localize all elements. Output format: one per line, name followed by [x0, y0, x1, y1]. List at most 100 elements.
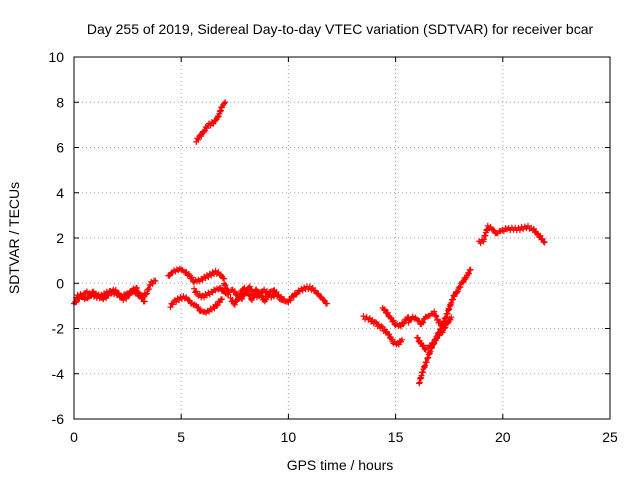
data-point [467, 266, 474, 273]
data-point [433, 335, 440, 342]
grid-layer [74, 57, 610, 419]
series-arc-14 [414, 314, 455, 353]
data-point [323, 300, 330, 307]
data-point [112, 287, 119, 294]
series-arc-6 [193, 99, 229, 145]
x-tick-label: 25 [602, 429, 618, 445]
data-point [195, 303, 202, 310]
data-point [400, 320, 407, 327]
y-tick-label: 4 [56, 185, 64, 201]
y-tick-label: -2 [52, 321, 65, 337]
chart-title: Day 255 of 2019, Sidereal Day-to-day VTE… [87, 21, 594, 37]
series-arc-8 [227, 284, 281, 308]
data-point [135, 289, 142, 296]
data-point [431, 308, 438, 315]
tick-layer: 0 5 10 15 20 25 -6 -4 -2 0 2 4 6 8 10 [48, 49, 618, 445]
y-tick-label: 8 [56, 94, 64, 110]
data-point [216, 299, 223, 306]
data-point [287, 297, 294, 304]
data-point [222, 99, 229, 106]
data-point [459, 279, 466, 286]
data-point [239, 296, 246, 303]
data-point [116, 290, 123, 297]
y-tick-label: 0 [56, 275, 64, 291]
data-point [231, 301, 238, 308]
data-point [241, 284, 248, 291]
data-point [454, 288, 461, 295]
x-tick-label: 0 [70, 429, 78, 445]
data-point [265, 292, 272, 299]
data-point [431, 340, 438, 347]
data-point [259, 292, 266, 299]
data-point [442, 324, 449, 331]
data-point [141, 298, 148, 305]
data-point [193, 288, 200, 295]
x-tick-label: 5 [177, 429, 185, 445]
series-arc-10 [360, 313, 406, 348]
data-point [417, 340, 424, 347]
data-point [136, 289, 143, 296]
y-axis-label: SDTVAR / TECUs [6, 182, 22, 294]
data-point [195, 136, 202, 143]
data-point [539, 235, 546, 242]
data-point [387, 314, 394, 321]
data-point [210, 120, 217, 127]
y-tick-label: -6 [52, 411, 65, 427]
data-point [221, 100, 228, 107]
data-point [416, 317, 423, 324]
data-point [263, 296, 270, 303]
y-tick-label: 6 [56, 140, 64, 156]
data-point [537, 232, 544, 239]
data-point [105, 292, 112, 299]
series-arc-15 [476, 222, 548, 247]
data-point [292, 291, 299, 298]
data-point [188, 274, 195, 281]
data-point [320, 297, 327, 304]
data-point [88, 292, 95, 299]
data-point [439, 329, 446, 336]
data-point [152, 277, 159, 284]
data-point [540, 238, 547, 245]
data-layer [71, 99, 548, 387]
x-tick-label: 10 [281, 429, 297, 445]
data-point [146, 286, 153, 293]
data-point [203, 125, 210, 132]
series-arc-12 [405, 308, 446, 328]
data-point [447, 316, 454, 323]
data-point [222, 281, 229, 288]
data-point [149, 280, 156, 287]
data-point [218, 296, 225, 303]
data-point [212, 267, 219, 274]
data-point [200, 128, 207, 135]
data-point [202, 275, 209, 282]
data-point [234, 297, 241, 304]
data-point [420, 319, 427, 326]
data-point [143, 290, 150, 297]
data-point [231, 288, 238, 295]
x-tick-label: 15 [388, 429, 404, 445]
x-tick-label: 20 [495, 429, 511, 445]
data-point [490, 226, 497, 233]
data-point [484, 222, 491, 229]
data-point [390, 317, 397, 324]
data-point [274, 291, 281, 298]
y-tick-label: 10 [48, 49, 64, 65]
data-point [500, 228, 507, 235]
data-point [399, 336, 406, 343]
series-arc-9 [276, 283, 330, 307]
series-arc-3 [165, 265, 228, 285]
data-point [457, 284, 464, 291]
data-point [246, 283, 253, 290]
x-axis-label: GPS time / hours [287, 457, 394, 473]
data-point [384, 309, 391, 316]
data-point [142, 291, 149, 298]
data-point [433, 313, 440, 320]
data-point [430, 341, 437, 348]
data-point [378, 323, 385, 330]
series-arc-11 [379, 305, 412, 330]
data-point [381, 326, 388, 333]
data-point [432, 312, 439, 319]
y-tick-label: -4 [52, 366, 65, 382]
data-point [213, 302, 220, 309]
